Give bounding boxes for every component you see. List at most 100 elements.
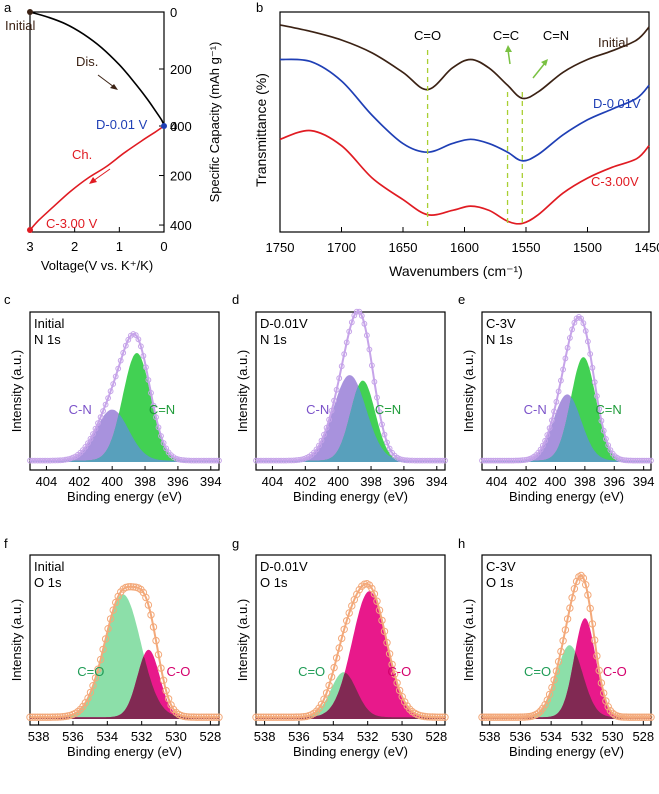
experimental-data-point [101,635,110,643]
experimental-data-point [568,594,576,602]
experimental-data-point [97,414,104,421]
experimental-data-point [138,343,144,350]
experimental-data-point [539,704,547,712]
peak-cdn-area [30,353,219,462]
experimental-data-point [147,611,155,619]
experimental-data-point [254,713,263,721]
experimental-data-point [163,445,170,452]
peak-label-cn-double: C=N [375,402,401,417]
panel-b-x-tick-label: 1600 [450,240,479,255]
panel-e-x-tick-label: 402 [515,474,537,489]
peak-label-co-double: C=O [77,664,104,679]
experimental-data-point [102,401,109,408]
discharge-arrow-head [110,84,118,90]
experimental-data-point [110,381,117,387]
experimental-data-point [61,712,70,721]
panel-letter-b: b [256,0,263,15]
experimental-data-point [332,654,341,662]
panel-a-discharge-tick-label: 0 [170,5,177,20]
panel-h-xps-chart: 538 536 534 532 530 528 C-3VO 1s C=O C-O Binding … [461,554,655,759]
peak-cdo-area [482,645,651,719]
experimental-data-point [327,673,336,681]
experimental-data-point [343,339,350,346]
experimental-data-point [356,308,363,315]
experimental-data-point [152,636,160,645]
experimental-data-point [550,676,558,684]
panel-g-y-axis-label: Intensity (a.u.) [235,599,250,681]
experimental-data-point [570,585,579,593]
panel-d-x-axis-label: Binding energy (eV) [293,489,408,504]
experimental-data-point [92,425,99,432]
panel-e-xps-chart: 404 402 400 398 396 394 C-3VN 1s C-N C=N Binding … [461,311,655,504]
experimental-data-point [287,713,295,721]
panel-g-x-tick-label: 536 [288,729,310,744]
panel-f-x-tick-label: 528 [200,729,222,744]
experimental-data-point [431,713,439,721]
experimental-data-point [210,713,218,721]
experimental-data-point [155,424,162,431]
experimental-data-point [267,713,275,721]
peak-label-cn-single: C-N [306,402,329,417]
experimental-data-point [586,604,594,613]
experimental-data-point [325,681,333,690]
experimental-data-point [87,435,94,442]
experimental-data-point [385,650,394,658]
experimental-data-point [371,378,378,385]
experimental-data-point [259,713,268,721]
experimental-data-point [343,617,351,625]
experimental-data-point [596,406,603,413]
experimental-data-point [292,713,300,721]
experimental-data-point [100,408,106,414]
panel-h-x-tick-label: 528 [632,729,654,744]
panel-f-title: Initial [34,559,64,574]
experimental-data-point [348,602,356,610]
experimental-data-point [572,577,581,586]
experimental-data-point [105,395,111,402]
experimental-data-point [401,698,409,706]
experimental-data-point [606,707,615,715]
experimental-data-point [89,682,97,690]
panel-f-x-tick-label: 530 [165,729,187,744]
experimental-data-point [645,713,653,721]
panel-b-x-tick-label: 1500 [573,240,602,255]
experimental-data-point [395,686,404,695]
experimental-data-point [567,335,573,341]
experimental-data-point [647,713,655,721]
experimental-data-point [216,457,222,464]
panel-g-frame [255,554,446,726]
experimental-data-point [109,606,117,614]
experimental-data-point [33,713,42,721]
experimental-data-point [642,713,651,721]
peak-label-cn-double: C=N [595,402,621,417]
experimental-data-point [441,713,449,721]
experimental-data-point [373,597,381,605]
experimental-data-point [26,713,34,721]
experimental-data-point [561,626,570,634]
charged-point-marker [27,227,33,233]
experimental-data-point [554,657,563,666]
experimental-data-point [154,650,163,659]
experimental-data-point [364,332,370,339]
experimental-data-point [345,609,353,617]
experimental-data-point [264,713,273,721]
panel-c-frame [29,311,220,471]
panel-g-x-tick-label: 528 [426,729,448,744]
experimental-data-point [648,457,654,464]
experimental-data-point [51,713,59,721]
panel-h-x-tick-label: 534 [540,729,562,744]
experimental-data-point [386,445,393,452]
experimental-data-point [86,688,95,697]
experimental-data-point [361,320,368,327]
experimental-data-point [393,679,401,687]
experimental-data-point [257,713,265,721]
experimental-data-point [190,713,198,721]
experimental-data-point [388,660,396,669]
experimental-data-point [600,689,608,697]
panel-c-x-tick-label: 402 [68,474,90,489]
experimental-data-point [545,690,554,699]
experimental-data-point [252,713,260,721]
peak-label-cn-single: C-N [524,402,547,417]
charge-arrow-head [89,177,97,184]
